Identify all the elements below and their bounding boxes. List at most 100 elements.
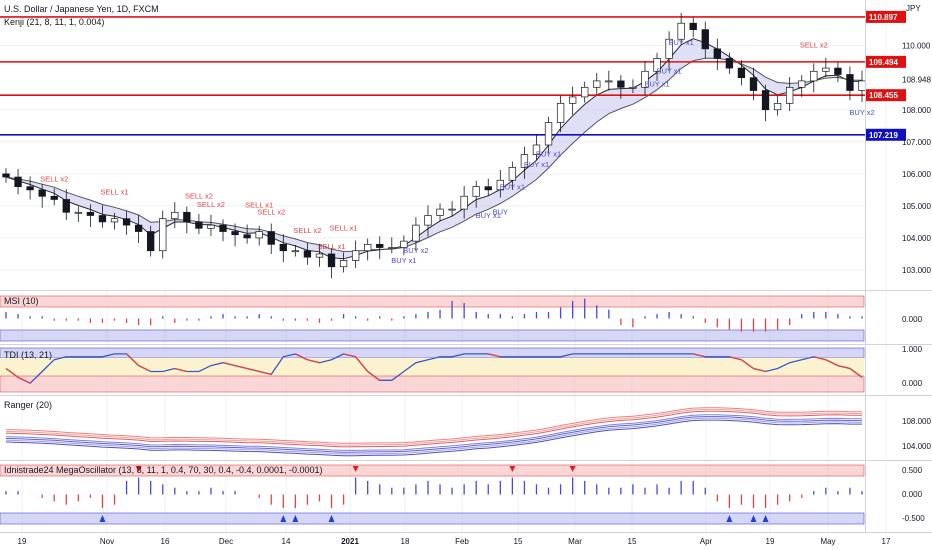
signal-label: BUY x1 [536,150,561,159]
candle-body [556,102,565,123]
candlesticks [2,12,866,279]
candle-body [303,250,312,258]
support-resistance-lines: 110.897 109.494 108.455 107.219 [0,10,906,141]
msi-lower-band [0,329,865,342]
signal-label: SELL x2 [800,40,828,49]
mega-histogram [5,477,863,509]
mega-sell-arrow [135,466,142,472]
candle-body [749,77,758,91]
tdi-down-segment [259,370,272,376]
x-tick-label: 19 [18,537,27,546]
candle-body [822,67,830,72]
tdi-down-segment [488,353,501,358]
tdi-pane[interactable]: TDI (13, 21) 1.000 0.000 [0,345,923,393]
tdi-down-segment [355,356,369,372]
tdi-down-segment [138,365,151,373]
candle-body [725,58,734,69]
candle-body [279,243,287,252]
signal-label: BUY x1 [391,256,416,265]
mega-lower-band [0,512,865,525]
candle-body [629,86,637,89]
candle-body [617,80,625,88]
mega-buy-arrow [726,515,733,522]
x-tick-label: Dec [219,537,233,546]
candle-body [388,247,396,249]
candle-body [171,211,179,220]
candle-body [351,250,360,261]
mega-sell-arrow [509,466,516,472]
tdi-down-segment [307,359,320,364]
candle-body [581,86,589,98]
candle-body [568,96,577,104]
tdi-down-segment [729,356,742,361]
signal-label: SELL x1 [317,242,345,251]
symbol-title: U.S. Dollar / Japanese Yen, 1D, FXCM [4,4,159,14]
level-tag [866,55,906,68]
x-tick-label: 16 [161,537,170,546]
candle-body [605,80,613,83]
y-tick-label: 107.000 [902,138,931,147]
candle-body [14,176,22,188]
mega-oscillator-pane[interactable]: Idnistrade24 MegaOscillator (13, 8, 11, … [0,464,925,525]
mega-buy-arrow [292,515,299,522]
candle-body [243,234,251,239]
price-pane[interactable]: 110.897 109.494 108.455 107.219 SELL x2 SELL… [0,0,931,288]
candle-body [472,186,480,197]
candle-body [737,67,746,79]
x-tick-label: 17 [882,537,891,546]
msi-upper-band [0,295,865,308]
tdi-down-segment [693,353,706,358]
signal-label: SELL x2 [257,207,285,216]
msi-pane[interactable]: MSI (10) 0.000 [0,295,923,342]
x-tick-label: May [820,537,835,546]
candle-body [219,224,227,232]
tdi-down-segment [246,367,260,373]
mega-buy-arrow [328,515,335,522]
candle-body [785,86,794,104]
candle-body [677,22,685,40]
candle-body [508,167,517,181]
x-tick-label: 14 [282,537,291,546]
candle-body [484,186,492,191]
ranger-title: Ranger (20) [4,400,52,410]
candle-body [520,154,529,168]
candle-body [291,250,300,253]
signal-label: SELL x2 [40,174,68,183]
candle-body [122,218,131,226]
signal-label: BUY x1 [644,79,669,88]
mega-sell-arrow [352,466,359,472]
kenji-cloud [6,38,862,259]
ranger-band-line [5,419,862,457]
signal-label: BUY x1 [524,160,549,169]
candle-body [74,211,83,214]
candle-body [460,195,468,210]
tdi-down-segment [753,367,766,373]
x-tick-label: 2021 [341,537,359,546]
y-tick-label: 104.000 [902,234,931,243]
x-tick-label: 19 [766,537,775,546]
candle-body [424,215,432,226]
level-tag-label: 109.494 [869,58,898,67]
candle-body [641,70,649,88]
time-axis[interactable]: 19 Nov 16 Dec 14 2021 18 Feb 15 Mar 15 Apr 19 May 17 [18,537,891,546]
level-tag-label: 110.897 [869,13,898,22]
candle-body [86,211,95,216]
tdi-down-segment [367,370,381,381]
x-tick-label: 15 [628,537,637,546]
level-tag-label: 107.219 [869,131,898,140]
level-tag-label: 108.455 [869,91,898,100]
candle-body [339,260,348,268]
tdi-down-segment [5,368,19,378]
level-tag [866,10,906,23]
candle-body [364,243,372,252]
candle-body [231,231,239,236]
mega-tick-1: 0.000 [902,490,923,499]
mega-buy-arrow [750,515,757,522]
signal-label: BUY x2 [849,108,874,117]
ranger-band-line [5,416,862,453]
tdi-down-segment [849,368,863,378]
candle-body [713,48,721,59]
ranger-pane[interactable]: Ranger (20) 108.000 104.000 [4,400,931,457]
